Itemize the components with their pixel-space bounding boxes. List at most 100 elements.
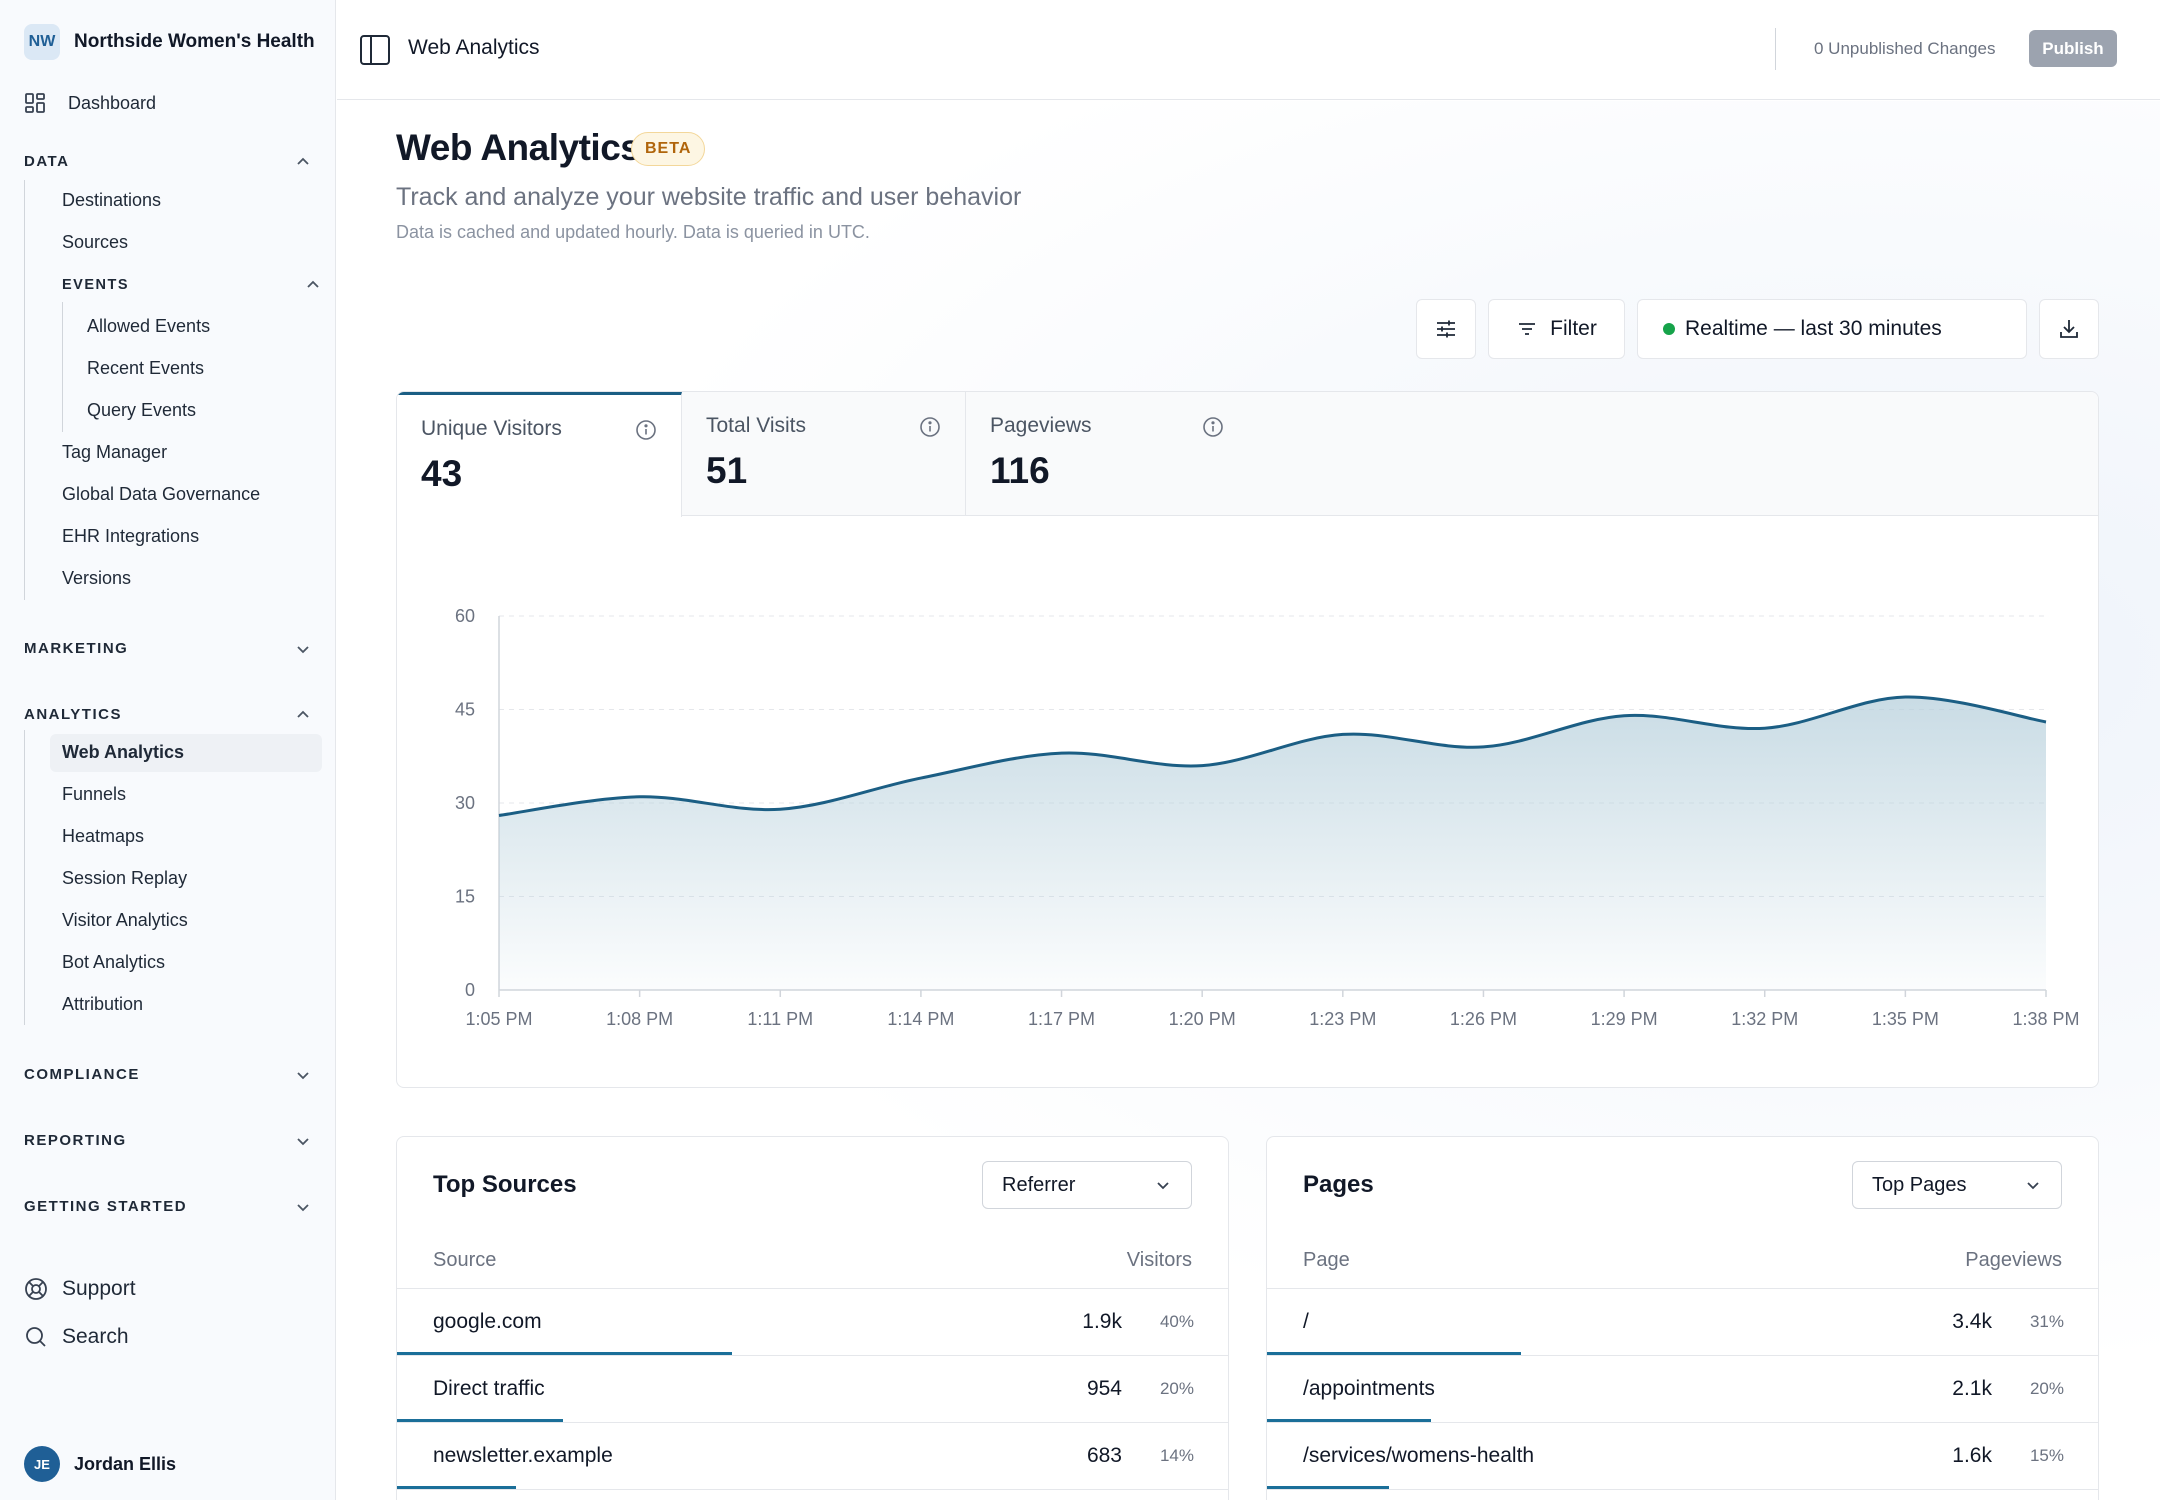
section-marketing[interactable]: MARKETING <box>24 640 310 657</box>
info-icon[interactable] <box>1202 416 1224 438</box>
download-button[interactable] <box>2039 299 2099 359</box>
metric-label: Pageviews <box>990 414 1092 437</box>
section-analytics[interactable]: ANALYTICS <box>24 706 310 723</box>
section-label: REPORTING <box>24 1132 127 1149</box>
info-icon[interactable] <box>919 416 941 438</box>
card-title: Top Sources <box>433 1171 577 1198</box>
sliders-icon <box>1437 320 1455 338</box>
section-label: DATA <box>24 153 70 170</box>
column-header: Page <box>1303 1249 1350 1271</box>
row-bar <box>397 1352 732 1355</box>
unpublished-changes[interactable]: 0 Unpublished Changes <box>1814 39 1996 58</box>
section-data[interactable]: DATA <box>24 153 310 170</box>
row-percent: 40% <box>1159 1312 1194 1331</box>
sidebar-item-sources[interactable]: Sources <box>62 232 129 252</box>
sidebar-item-recent-events[interactable]: Recent Events <box>87 358 205 378</box>
sidebar-item-versions[interactable]: Versions <box>62 568 132 588</box>
metric-label: Total Visits <box>706 414 806 437</box>
dashboard-icon <box>25 93 45 113</box>
info-icon[interactable] <box>635 419 657 441</box>
x-tick-label: 1:08 PM <box>606 1009 673 1029</box>
section-getting-started[interactable]: GETTING STARTED <box>24 1198 310 1215</box>
table-row[interactable]: google.com 1.9k 40% <box>397 1288 1228 1355</box>
sidebar-toggle-icon[interactable] <box>359 34 391 66</box>
row-bar <box>1267 1352 1521 1355</box>
filter-icon <box>1519 323 1536 335</box>
page-note: Data is cached and updated hourly. Data … <box>396 222 870 242</box>
support-label: Support <box>62 1277 136 1300</box>
chevron-down-icon <box>297 645 309 653</box>
sidebar-item-dashboard[interactable]: Dashboard <box>24 92 156 114</box>
metric-value: 51 <box>706 450 748 491</box>
sidebar-item-destinations[interactable]: Destinations <box>62 190 162 210</box>
sidebar-item-web-analytics[interactable]: Web Analytics <box>62 742 185 762</box>
sidebar-item-heatmaps[interactable]: Heatmaps <box>62 826 145 846</box>
sidebar-item-session-replay[interactable]: Session Replay <box>62 868 188 888</box>
section-compliance[interactable]: COMPLIANCE <box>24 1066 310 1083</box>
row-name: /appointments <box>1303 1377 1435 1400</box>
row-name: google.com <box>433 1310 542 1333</box>
sidebar-item-query-events[interactable]: Query Events <box>87 400 197 420</box>
sidebar-item-label: Dashboard <box>68 92 157 113</box>
search-link[interactable]: Search <box>24 1325 129 1349</box>
pages-dropdown[interactable]: Top Pages <box>1852 1161 2062 1209</box>
sidebar-item-bot-analytics[interactable]: Bot Analytics <box>62 952 166 972</box>
search-icon <box>26 1327 46 1347</box>
chevron-down-icon <box>297 1137 309 1145</box>
filter-label: Filter <box>1550 317 1597 340</box>
row-name: /services/womens-health <box>1303 1444 1535 1467</box>
y-tick-label: 60 <box>455 606 475 626</box>
metrics-card: Unique Visitors 43 Total Visits 51 Pagev… <box>396 391 2099 1088</box>
download-icon <box>2060 320 2078 338</box>
live-dot-icon <box>1663 323 1675 335</box>
sidebar-item-ehr-integrations[interactable]: EHR Integrations <box>62 526 200 546</box>
sidebar-item-allowed-events[interactable]: Allowed Events <box>87 316 211 336</box>
chevron-down-icon <box>297 1071 309 1079</box>
x-tick-label: 1:20 PM <box>1169 1009 1236 1029</box>
sources-dropdown[interactable]: Referrer <box>982 1161 1192 1209</box>
dropdown-value: Top Pages <box>1872 1173 1967 1196</box>
publish-button[interactable]: Publish <box>2029 30 2117 67</box>
org-switcher[interactable]: NW Northside Women's Health <box>24 24 315 60</box>
settings-button[interactable] <box>1416 299 1476 359</box>
top-sources-card: Top Sources Referrer Source Visitors goo… <box>396 1136 1229 1500</box>
tab-total-visits[interactable]: Total Visits 51 <box>682 392 966 516</box>
metric-value: 116 <box>990 450 1050 491</box>
table-row[interactable] <box>1267 1489 2098 1500</box>
filter-button[interactable]: Filter <box>1488 299 1625 359</box>
section-label: MARKETING <box>24 640 129 657</box>
user-menu[interactable]: JE Jordan Ellis <box>24 1446 176 1482</box>
main-content: Web Analytics BETA Track and analyze you… <box>337 101 2160 1500</box>
table-row[interactable]: /services/womens-health 1.6k 15% <box>1267 1422 2098 1489</box>
section-label: EVENTS <box>62 277 130 293</box>
nav-indent-line <box>62 302 63 432</box>
chevron-up-icon <box>297 157 309 165</box>
chevron-down-icon <box>297 1203 309 1211</box>
row-percent: 14% <box>1159 1446 1194 1465</box>
table-row[interactable]: /appointments 2.1k 20% <box>1267 1355 2098 1422</box>
time-range-select[interactable]: Realtime — last 30 minutes <box>1637 299 2027 359</box>
tab-pageviews[interactable]: Pageviews 116 <box>966 392 1249 516</box>
x-tick-label: 1:17 PM <box>1028 1009 1095 1029</box>
row-bar <box>397 1419 563 1422</box>
row-bar <box>397 1486 516 1489</box>
row-value: 1.6k <box>1952 1444 1992 1467</box>
section-events[interactable]: EVENTS <box>62 277 320 293</box>
sidebar-item-tag-manager[interactable]: Tag Manager <box>62 442 168 462</box>
table-row[interactable] <box>397 1489 1228 1500</box>
tab-unique-visitors[interactable]: Unique Visitors 43 <box>397 392 682 517</box>
table-row[interactable]: newsletter.example 683 14% <box>397 1422 1228 1489</box>
sidebar-item-global-data-governance[interactable]: Global Data Governance <box>62 484 261 504</box>
sidebar-item-visitor-analytics[interactable]: Visitor Analytics <box>62 910 188 930</box>
time-range-label: Realtime — last 30 minutes <box>1685 317 1942 340</box>
table-row[interactable]: Direct traffic 954 20% <box>397 1355 1228 1422</box>
section-reporting[interactable]: REPORTING <box>24 1132 310 1149</box>
support-link[interactable]: Support <box>24 1277 136 1301</box>
sidebar-item-attribution[interactable]: Attribution <box>62 994 144 1014</box>
column-header: Source <box>433 1249 497 1271</box>
sidebar-item-funnels[interactable]: Funnels <box>62 784 127 804</box>
search-label: Search <box>62 1325 129 1348</box>
chevron-down-icon <box>2027 1182 2039 1190</box>
active-highlight <box>50 734 322 772</box>
table-row[interactable]: / 3.4k 31% <box>1267 1288 2098 1355</box>
